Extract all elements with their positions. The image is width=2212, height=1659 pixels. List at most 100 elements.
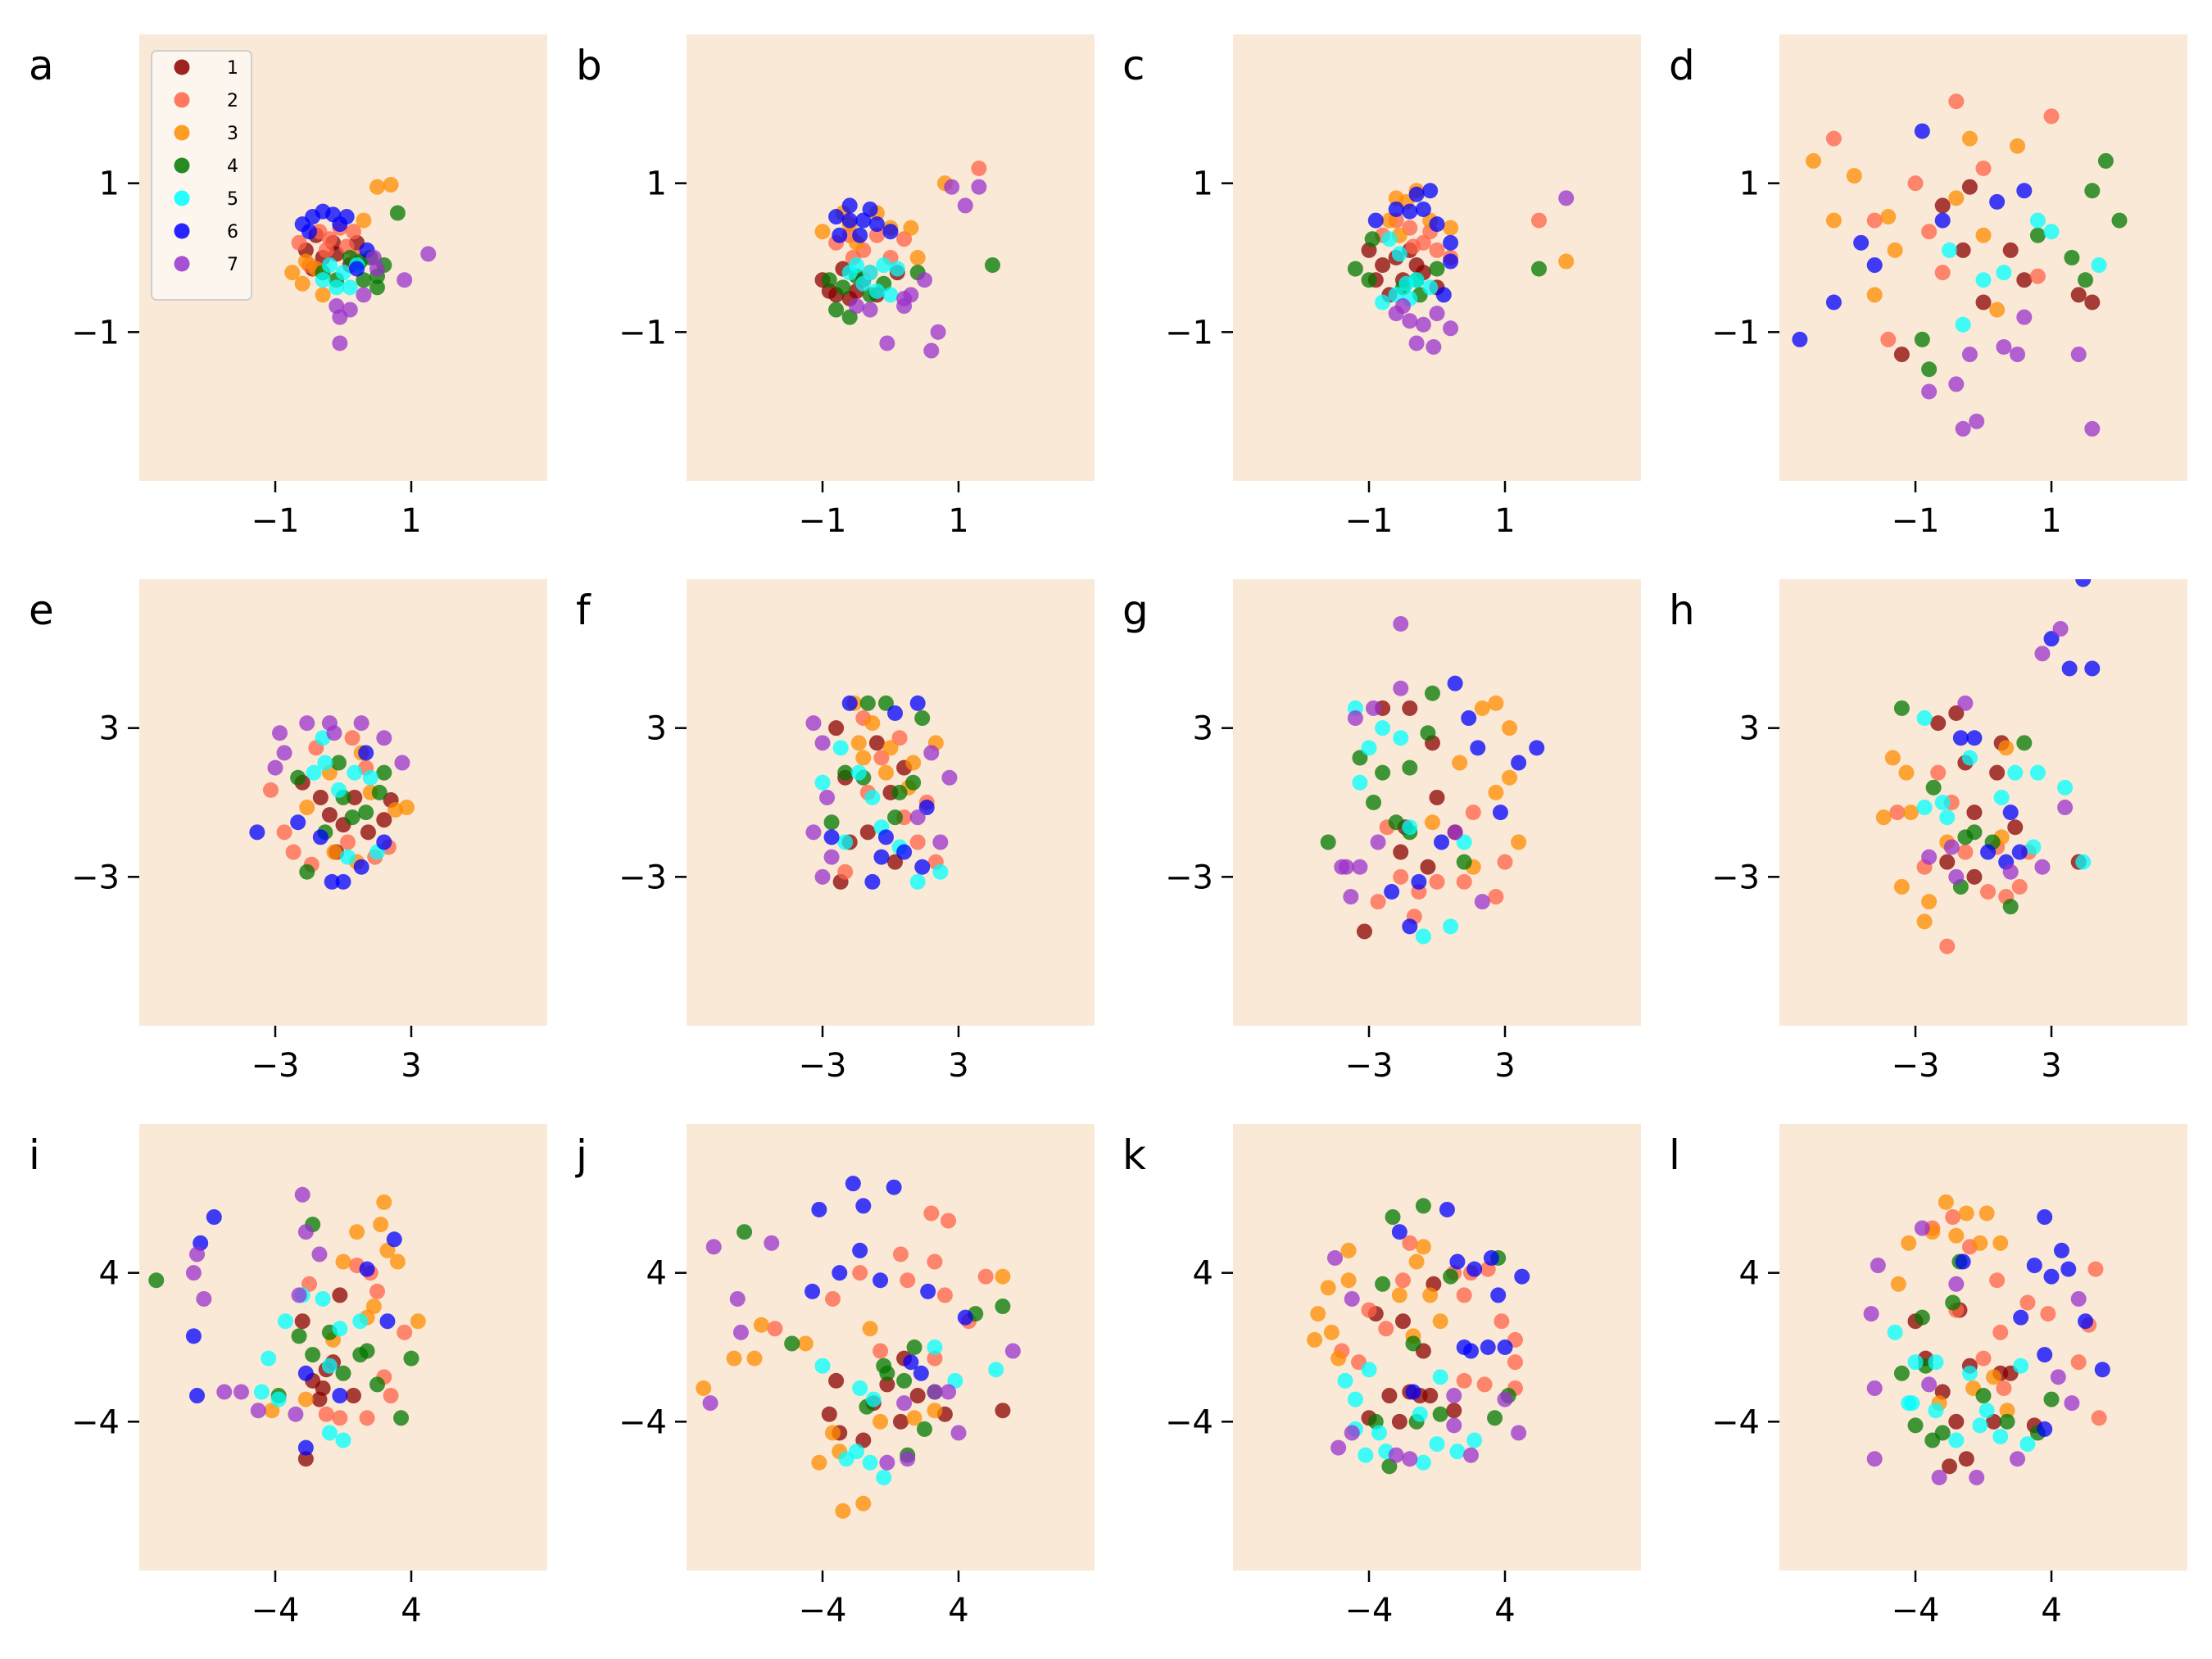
- data-point: [850, 764, 867, 781]
- data-point: [923, 745, 940, 761]
- data-point: [1422, 279, 1439, 296]
- data-point: [294, 275, 310, 292]
- series-6: [823, 695, 935, 890]
- data-point: [1948, 1227, 1965, 1244]
- data-point: [821, 1406, 837, 1422]
- data-point: [1907, 1354, 1924, 1371]
- data-point: [2019, 1436, 2036, 1453]
- data-point: [1996, 1380, 2012, 1396]
- data-point: [1429, 873, 1445, 890]
- data-point: [909, 873, 926, 890]
- data-point: [1975, 227, 1992, 243]
- data-point: [1992, 1235, 2009, 1251]
- series-2: [837, 710, 944, 880]
- data-point: [1966, 730, 1983, 746]
- series-5: [814, 1339, 1004, 1485]
- series-7: [185, 1186, 328, 1422]
- data-point: [2016, 735, 2033, 751]
- data-point: [1955, 1253, 1971, 1270]
- data-point: [365, 250, 382, 265]
- x-tick-label: −3: [252, 1047, 300, 1085]
- data-point: [294, 1313, 310, 1330]
- data-point: [1385, 1209, 1401, 1226]
- data-point: [1914, 331, 1930, 347]
- data-point: [832, 227, 848, 243]
- data-point: [873, 1413, 889, 1430]
- data-point: [2084, 420, 2101, 437]
- panel-h: h −3 3 −3 3: [1669, 579, 2187, 1085]
- data-point: [324, 873, 340, 890]
- data-point: [420, 246, 437, 262]
- data-point: [862, 1321, 878, 1337]
- y-tick-label: −3: [71, 859, 120, 896]
- data-point: [1979, 1205, 1995, 1222]
- data-point: [838, 1451, 854, 1467]
- series-7: [1327, 1250, 1527, 1467]
- data-point: [345, 1388, 361, 1404]
- data-point: [264, 1403, 280, 1419]
- data-point: [1952, 730, 1969, 746]
- panel-letter: k: [1122, 1131, 1146, 1179]
- data-point: [389, 1253, 406, 1270]
- data-point: [1391, 1224, 1407, 1240]
- data-point: [1402, 918, 1418, 935]
- data-point: [855, 1432, 872, 1448]
- data-point: [397, 1324, 413, 1340]
- data-point: [349, 1224, 365, 1240]
- points-layer: [1347, 183, 1575, 355]
- data-point: [889, 261, 905, 277]
- data-point: [1914, 1220, 1930, 1236]
- data-point: [918, 800, 935, 816]
- data-point: [250, 1403, 266, 1419]
- data-point: [1939, 809, 1956, 826]
- data-point: [1497, 1339, 1513, 1355]
- data-point: [403, 1350, 419, 1367]
- y-tick-label: 4: [99, 1255, 120, 1293]
- data-point: [855, 1495, 872, 1512]
- data-point: [852, 227, 868, 243]
- data-point: [344, 730, 360, 746]
- data-point: [353, 715, 369, 732]
- y-tick-label: 1: [1193, 165, 1213, 203]
- panel-d: d −1 1 −1 1: [1669, 34, 2187, 540]
- data-point: [2002, 863, 2019, 880]
- data-point: [353, 859, 369, 875]
- data-point: [330, 782, 347, 798]
- data-point: [882, 287, 899, 303]
- data-point: [1998, 740, 2015, 756]
- data-point: [941, 1384, 957, 1400]
- data-point: [2029, 268, 2046, 284]
- data-point: [705, 1239, 722, 1255]
- data-point: [814, 1358, 831, 1374]
- data-point: [862, 1454, 878, 1471]
- data-point: [823, 849, 840, 865]
- data-point: [1466, 1261, 1483, 1277]
- data-point: [696, 1380, 712, 1396]
- data-point: [1474, 700, 1490, 716]
- legend: 1 2 3 4 5 6 7: [151, 50, 252, 301]
- data-point: [233, 1384, 249, 1400]
- data-point: [376, 730, 392, 746]
- data-point: [1461, 710, 1477, 727]
- data-point: [2053, 1242, 2069, 1258]
- data-point: [1358, 1447, 1374, 1463]
- data-point: [1429, 1436, 1445, 1453]
- data-point: [1934, 212, 1951, 229]
- data-point: [253, 1384, 270, 1400]
- data-point: [2078, 272, 2093, 288]
- data-point: [985, 257, 1000, 274]
- data-point: [886, 1179, 902, 1195]
- data-point: [1465, 805, 1481, 821]
- series-6: [1391, 1201, 1530, 1400]
- data-point: [913, 1365, 929, 1381]
- panel-letter: i: [29, 1131, 40, 1179]
- y-tick-label: 3: [1739, 710, 1760, 748]
- data-point: [1452, 755, 1468, 771]
- data-point: [1480, 1339, 1496, 1355]
- data-point: [1939, 938, 1956, 954]
- y-tick-label: 1: [646, 165, 667, 203]
- data-point: [299, 715, 315, 732]
- data-point: [332, 335, 348, 351]
- data-point: [702, 1395, 718, 1412]
- data-point: [261, 1350, 277, 1367]
